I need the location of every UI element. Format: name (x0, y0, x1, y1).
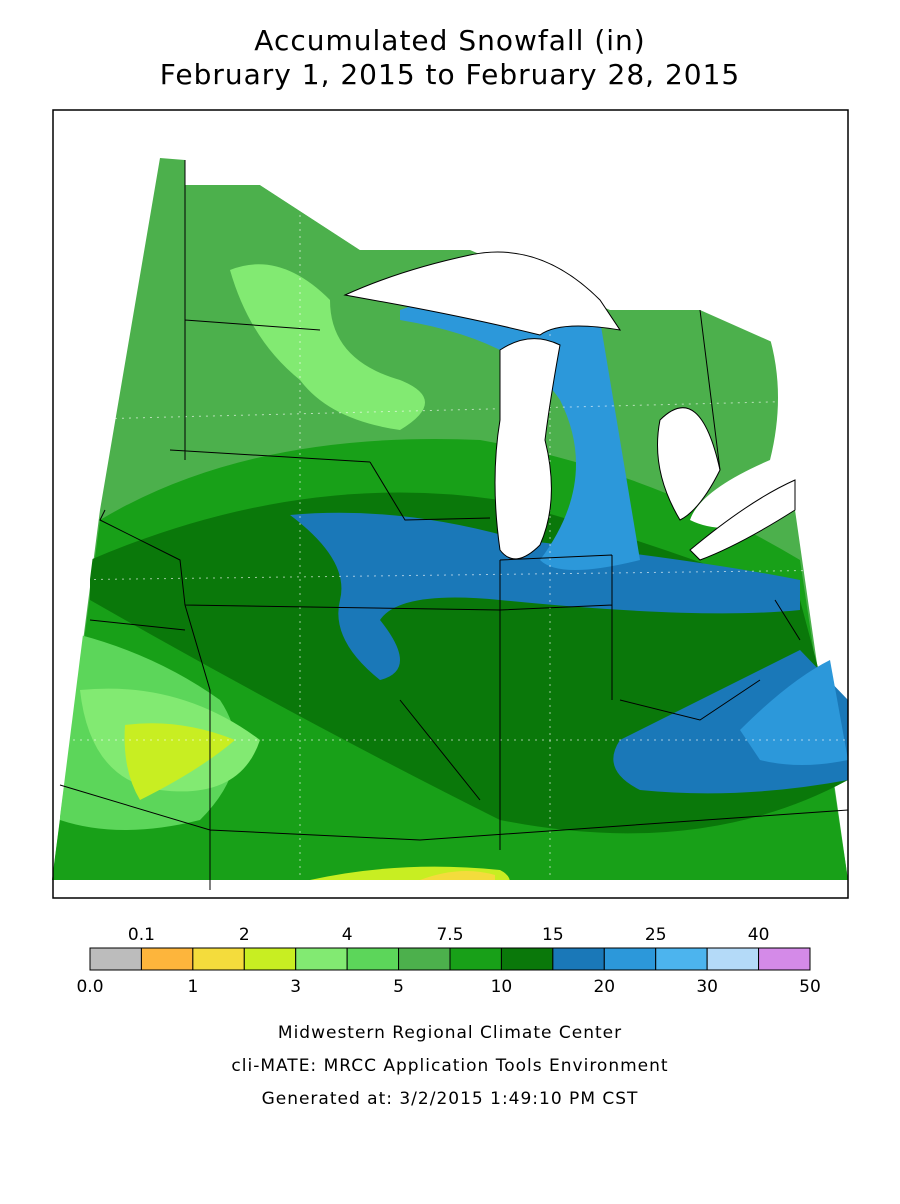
contour-3-north (230, 264, 425, 430)
legend-swatch (192, 947, 245, 971)
legend-swatch (603, 947, 657, 971)
legend-label: 25 (645, 925, 667, 945)
legend-swatch (346, 947, 400, 971)
legend-swatch (295, 947, 348, 971)
legend-label: 30 (696, 977, 718, 997)
footer-line: cli-MATE: MRCC Application Tools Environ… (231, 1056, 668, 1076)
map (52, 110, 849, 890)
legend-label: 20 (593, 977, 615, 997)
legend-label: 7.5 (436, 925, 463, 945)
contour-2 (124, 723, 235, 800)
contour-20 (290, 512, 800, 680)
legend-label: 1 (187, 977, 198, 997)
legend-swatch (243, 947, 297, 971)
lake-erie (689, 479, 796, 561)
lake-huron (657, 407, 721, 521)
legend-swatch (758, 947, 811, 971)
canada-land (185, 110, 848, 528)
legend-label: 0.1 (128, 925, 155, 945)
lake-michigan (494, 338, 561, 560)
legend-label: 40 (748, 925, 770, 945)
state-boundaries (59, 160, 849, 890)
footer-line: Generated at: 3/2/2015 1:49:10 PM CST (262, 1089, 639, 1109)
map-frame (52, 109, 849, 899)
footer-line: Midwestern Regional Climate Center (278, 1023, 622, 1043)
legend-label: 50 (799, 977, 821, 997)
contour-25 (400, 297, 640, 570)
legend-label: 3 (290, 977, 301, 997)
subtitle: February 1, 2015 to February 28, 2015 (160, 58, 740, 91)
legend-swatch (655, 947, 708, 971)
legend-label: 0.0 (76, 977, 103, 997)
contour-25-east (740, 660, 848, 765)
legend-label: 4 (342, 925, 353, 945)
legend-swatch (449, 947, 502, 971)
lake-superior (343, 251, 622, 336)
legend-label: 2 (239, 925, 250, 945)
legend-label: 5 (393, 977, 404, 997)
legend-label: 15 (542, 925, 564, 945)
legend: 0.0 0.1 1 2 3 4 5 7.5 10 15 20 25 30 40 50 (76, 925, 820, 997)
legend-swatch (552, 947, 605, 971)
legend-swatch (140, 947, 194, 971)
contour-1 (420, 871, 495, 880)
legend-swatch (500, 947, 554, 971)
title: Accumulated Snowfall (in) (254, 24, 645, 57)
legend-swatch (706, 947, 760, 971)
legend-label: 10 (491, 977, 513, 997)
legend-swatch (89, 947, 142, 971)
legend-swatch (398, 947, 451, 971)
